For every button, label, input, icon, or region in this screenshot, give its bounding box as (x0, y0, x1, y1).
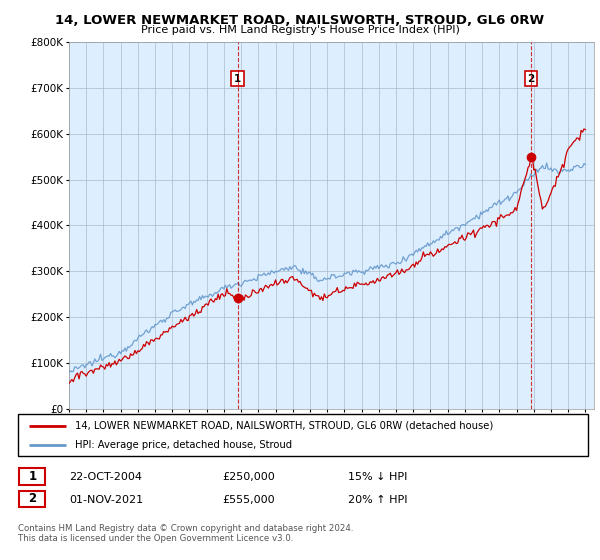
Text: HPI: Average price, detached house, Stroud: HPI: Average price, detached house, Stro… (75, 440, 292, 450)
Text: 22-OCT-2004: 22-OCT-2004 (69, 472, 142, 482)
Text: 01-NOV-2021: 01-NOV-2021 (69, 494, 143, 505)
Text: 1: 1 (28, 470, 37, 483)
Text: 14, LOWER NEWMARKET ROAD, NAILSWORTH, STROUD, GL6 0RW: 14, LOWER NEWMARKET ROAD, NAILSWORTH, ST… (55, 14, 545, 27)
FancyBboxPatch shape (18, 414, 588, 456)
FancyBboxPatch shape (19, 491, 46, 507)
Text: £250,000: £250,000 (222, 472, 275, 482)
Text: 2: 2 (28, 492, 37, 506)
Text: 15% ↓ HPI: 15% ↓ HPI (348, 472, 407, 482)
Text: Price paid vs. HM Land Registry's House Price Index (HPI): Price paid vs. HM Land Registry's House … (140, 25, 460, 35)
Text: 20% ↑ HPI: 20% ↑ HPI (348, 494, 407, 505)
Text: £555,000: £555,000 (222, 494, 275, 505)
Text: Contains HM Land Registry data © Crown copyright and database right 2024.
This d: Contains HM Land Registry data © Crown c… (18, 524, 353, 543)
Text: 2: 2 (527, 74, 535, 83)
Text: 1: 1 (234, 74, 241, 83)
FancyBboxPatch shape (19, 469, 46, 484)
Text: 14, LOWER NEWMARKET ROAD, NAILSWORTH, STROUD, GL6 0RW (detached house): 14, LOWER NEWMARKET ROAD, NAILSWORTH, ST… (75, 421, 493, 431)
